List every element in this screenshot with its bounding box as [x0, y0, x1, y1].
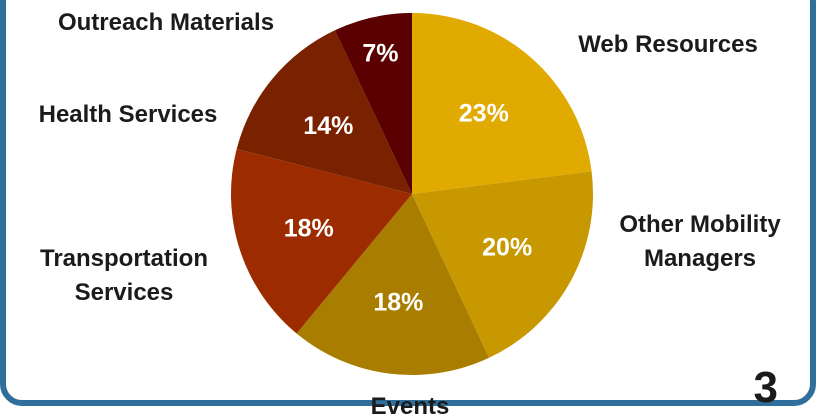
pie-slice-events: [296, 194, 490, 375]
pie-category-label-events: Events: [371, 393, 450, 416]
pie-value-label-events: 18%: [373, 289, 423, 317]
pie-category-label-outreach-materials: Outreach Materials: [58, 9, 274, 36]
pie-category-label-transportation-services: Transportation Services: [40, 245, 208, 306]
pie-value-label-transportation-services: 18%: [284, 215, 334, 243]
pie-value-label-outreach-materials: 7%: [362, 40, 398, 68]
pie-slice-outreach-materials: [334, 13, 412, 194]
pie-slice-health-services: [236, 30, 412, 194]
pie-slice-web-resources: [412, 13, 592, 194]
pie-category-label-health-services: Health Services: [39, 101, 218, 128]
pie-value-label-other-mobility-managers: 20%: [482, 233, 532, 261]
pie-value-label-health-services: 14%: [303, 112, 353, 140]
page-number: 3: [753, 363, 778, 412]
pie-category-label-other-mobility-managers: Other Mobility Managers: [619, 211, 781, 272]
pie-slice-other-mobility-managers: [412, 171, 593, 358]
pie-value-label-web-resources: 23%: [459, 100, 509, 128]
pie-category-label-web-resources: Web Resources: [578, 31, 758, 58]
slide-frame: [0, 0, 816, 406]
pie-slice-transportation-services: [231, 148, 412, 334]
